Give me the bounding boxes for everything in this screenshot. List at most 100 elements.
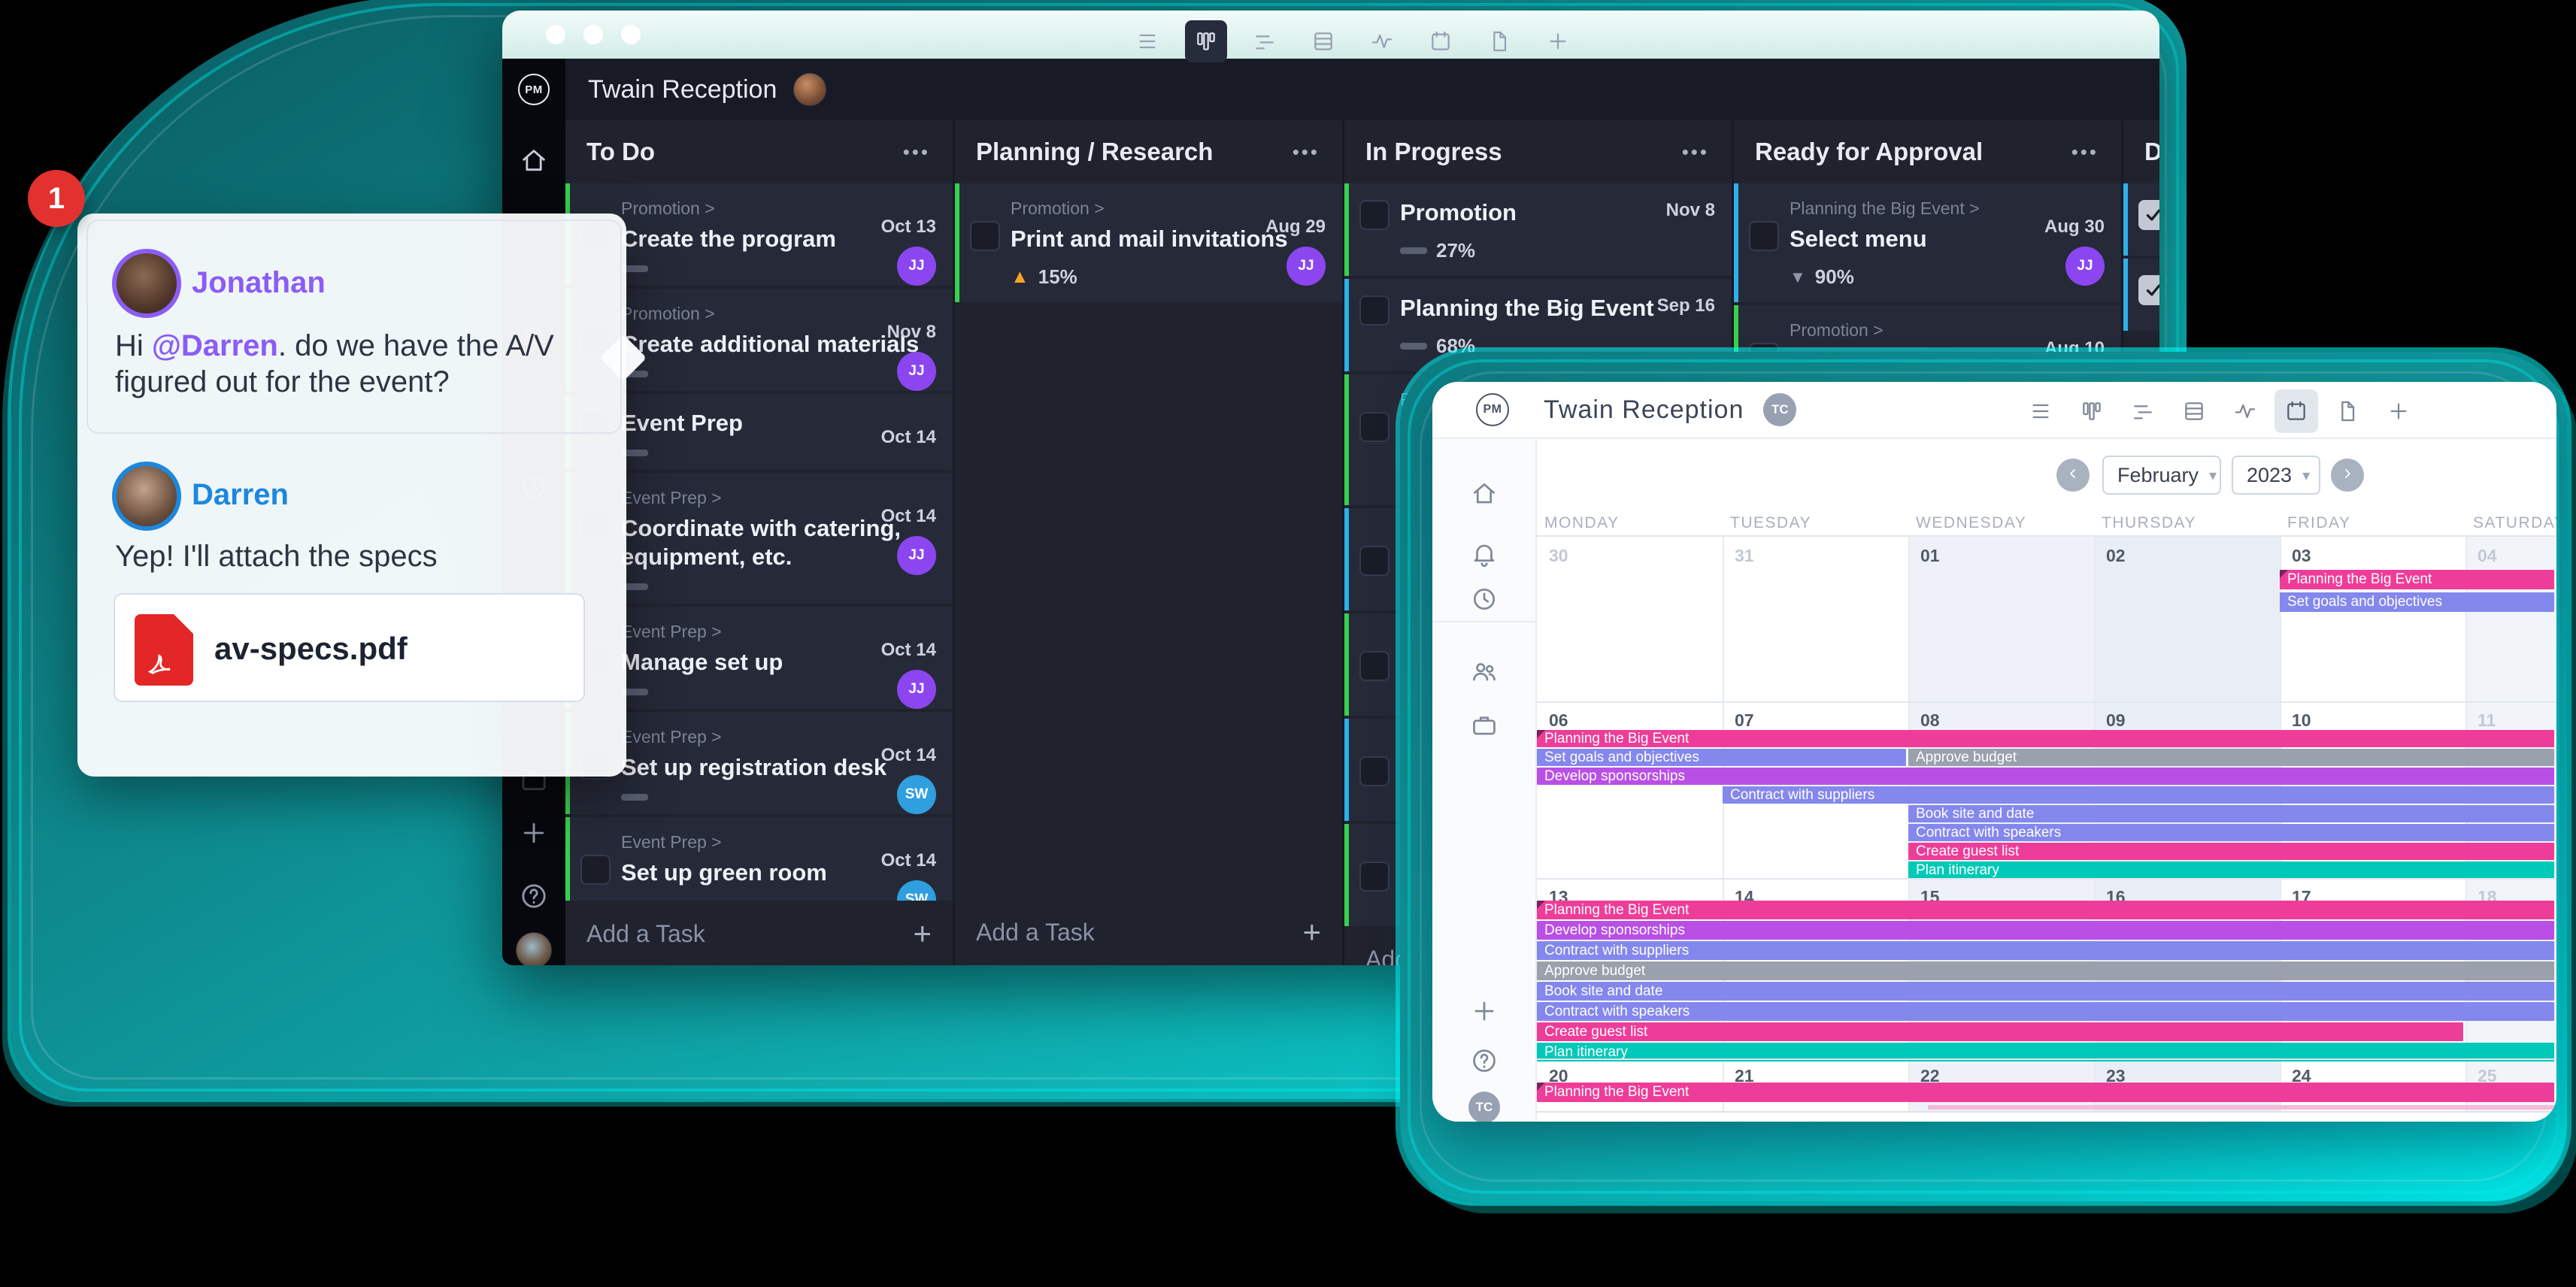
assignee-avatar[interactable]: SW xyxy=(897,775,936,814)
task-card[interactable]: Promotion > Create the program Oct 13 JJ xyxy=(565,183,953,286)
day-number[interactable]: 10 xyxy=(2292,710,2311,730)
task-checkbox-checked[interactable] xyxy=(2138,200,2159,230)
day-number[interactable]: 03 xyxy=(2292,546,2311,565)
day-number[interactable]: 31 xyxy=(1735,546,1754,565)
home-icon[interactable] xyxy=(1470,480,1499,508)
calendar-event-bar[interactable]: Create guest list xyxy=(1908,843,2554,860)
day-number[interactable]: 22 xyxy=(1920,1066,1940,1086)
add-icon[interactable] xyxy=(1470,997,1499,1025)
plus-icon[interactable]: + xyxy=(913,916,932,951)
notifications-icon[interactable] xyxy=(1470,540,1499,568)
calendar-event-bar[interactable]: Approve budget xyxy=(1537,961,2554,980)
calendar-event-bar[interactable]: Approve budget xyxy=(1908,749,2554,766)
task-checkbox[interactable] xyxy=(1359,295,1390,326)
window-control-dot[interactable] xyxy=(546,25,565,44)
team-badge[interactable]: TC xyxy=(1763,393,1797,426)
day-number[interactable]: 01 xyxy=(1920,546,1940,565)
calendar-event-bar[interactable]: Planning the Big Event xyxy=(1537,901,2554,919)
calendar-event-bar[interactable]: Planning the Big Event xyxy=(2280,570,2554,589)
add-icon[interactable] xyxy=(519,818,549,848)
assignee-avatar[interactable]: JJ xyxy=(897,352,936,391)
calendar-event-bar[interactable]: Plan itinerary xyxy=(1537,1043,2554,1061)
mention-darren[interactable]: @Darren xyxy=(151,329,278,362)
task-checkbox[interactable] xyxy=(970,221,1000,251)
attachment-card[interactable]: av-specs.pdf xyxy=(114,593,585,702)
window-control-dot[interactable] xyxy=(583,25,603,44)
list-view-icon[interactable] xyxy=(2019,389,2062,433)
next-month-button[interactable] xyxy=(2331,459,2364,492)
column-menu-button[interactable]: ••• xyxy=(2071,140,2099,163)
calendar-event-bar[interactable]: Contract with speakers xyxy=(1537,1002,2554,1021)
day-number[interactable]: 11 xyxy=(2478,710,2496,730)
day-number[interactable]: 02 xyxy=(2106,546,2126,565)
column-menu-button[interactable]: ••• xyxy=(1681,140,1709,163)
calendar-event-bar[interactable]: Develop sponsorships xyxy=(1537,768,2554,785)
add-task-button[interactable]: Add a Task+ xyxy=(976,914,1321,949)
activity-view-icon[interactable] xyxy=(1361,20,1403,62)
calendar-event-bar[interactable]: Contract with suppliers xyxy=(1537,941,2554,960)
plus-icon[interactable]: + xyxy=(1302,914,1321,949)
day-number[interactable]: 07 xyxy=(1735,710,1754,730)
task-card[interactable]: Event Prep > Manage set up Oct 14 JJ xyxy=(565,607,953,709)
task-card[interactable]: Event Prep > Set up green room Oct 14 SW xyxy=(565,817,953,901)
board-view-icon[interactable] xyxy=(1185,20,1227,62)
task-checkbox[interactable] xyxy=(1749,221,1779,251)
task-card[interactable]: Planning the Big Event > Select menu ▼ 90% A… xyxy=(1734,183,2121,302)
day-number[interactable]: 09 xyxy=(2106,710,2126,730)
table-view-icon[interactable] xyxy=(2172,389,2216,433)
task-checkbox[interactable] xyxy=(1359,412,1390,442)
day-number[interactable]: 06 xyxy=(1549,710,1568,730)
window-control-dot[interactable] xyxy=(621,25,641,44)
calendar-event-bar[interactable]: Develop sponsorships xyxy=(1537,921,2554,940)
task-checkbox[interactable] xyxy=(1359,200,1390,230)
calendar-view-icon[interactable] xyxy=(1420,20,1462,62)
day-number[interactable]: 04 xyxy=(2478,546,2497,565)
calendar-view-icon[interactable] xyxy=(2274,389,2318,433)
help-icon[interactable] xyxy=(1470,1046,1499,1075)
add-task-button[interactable]: Add a Task+ xyxy=(586,916,932,951)
doc-view-icon[interactable] xyxy=(2326,389,2369,433)
calendar-event-bar[interactable]: Contract with speakers xyxy=(1908,824,2554,841)
user-avatar[interactable]: TC xyxy=(1468,1092,1500,1122)
task-card[interactable]: Event Prep > Coordinate with catering, equ… xyxy=(565,473,953,604)
assignee-avatar[interactable]: JJ xyxy=(2065,247,2105,286)
task-checkbox[interactable] xyxy=(1359,862,1390,892)
team-icon[interactable] xyxy=(1470,657,1499,686)
add-view-icon[interactable] xyxy=(1537,20,1579,62)
calendar-event-bar[interactable]: Book site and date xyxy=(1908,805,2554,822)
day-number[interactable]: 30 xyxy=(1549,546,1568,565)
user-avatar[interactable] xyxy=(516,932,552,965)
board-view-icon[interactable] xyxy=(2070,389,2114,433)
column-menu-button[interactable]: ••• xyxy=(902,140,930,163)
activity-view-icon[interactable] xyxy=(2223,389,2267,433)
prev-month-button[interactable] xyxy=(2056,459,2090,492)
assignee-avatar[interactable]: JJ xyxy=(1286,247,1326,286)
calendar-event-bar[interactable]: Book site and date xyxy=(1537,982,2554,1001)
day-number[interactable]: 25 xyxy=(2478,1066,2497,1086)
portfolio-icon[interactable] xyxy=(1470,711,1499,740)
calendar-event-bar[interactable]: Plan itinerary xyxy=(1908,862,2554,879)
timeline-view-icon[interactable] xyxy=(1244,20,1286,62)
day-number[interactable]: 21 xyxy=(1735,1066,1754,1086)
project-owner-avatar[interactable] xyxy=(793,73,827,106)
pm-logo[interactable]: PM xyxy=(1476,393,1509,426)
day-number[interactable]: 20 xyxy=(1549,1066,1568,1086)
assignee-avatar[interactable]: JJ xyxy=(897,536,936,575)
column-menu-button[interactable]: ••• xyxy=(1292,140,1320,163)
timeline-view-icon[interactable] xyxy=(2121,389,2165,433)
calendar-event-bar[interactable]: Create guest list xyxy=(1537,1022,2463,1041)
calendar-event-bar[interactable]: Set goals and objectives xyxy=(1537,749,1906,766)
task-card[interactable]: Planning the Big Event 68% Sep 16 xyxy=(1344,279,1732,371)
task-checkbox[interactable] xyxy=(1359,756,1390,786)
home-icon[interactable] xyxy=(519,146,549,176)
calendar-event-bar[interactable]: Set goals and objectives xyxy=(2280,592,2554,612)
calendar-event-bar[interactable]: Planning the Big Event xyxy=(1537,1083,2554,1102)
timesheets-icon[interactable] xyxy=(1470,585,1499,613)
help-icon[interactable] xyxy=(519,881,549,911)
task-card[interactable] xyxy=(2123,259,2159,331)
task-checkbox[interactable] xyxy=(1359,546,1390,576)
notification-badge[interactable]: 1 xyxy=(28,170,85,227)
task-checkbox-checked[interactable] xyxy=(2138,275,2159,305)
day-number[interactable]: 23 xyxy=(2106,1066,2126,1086)
day-number[interactable]: 08 xyxy=(1920,710,1940,730)
